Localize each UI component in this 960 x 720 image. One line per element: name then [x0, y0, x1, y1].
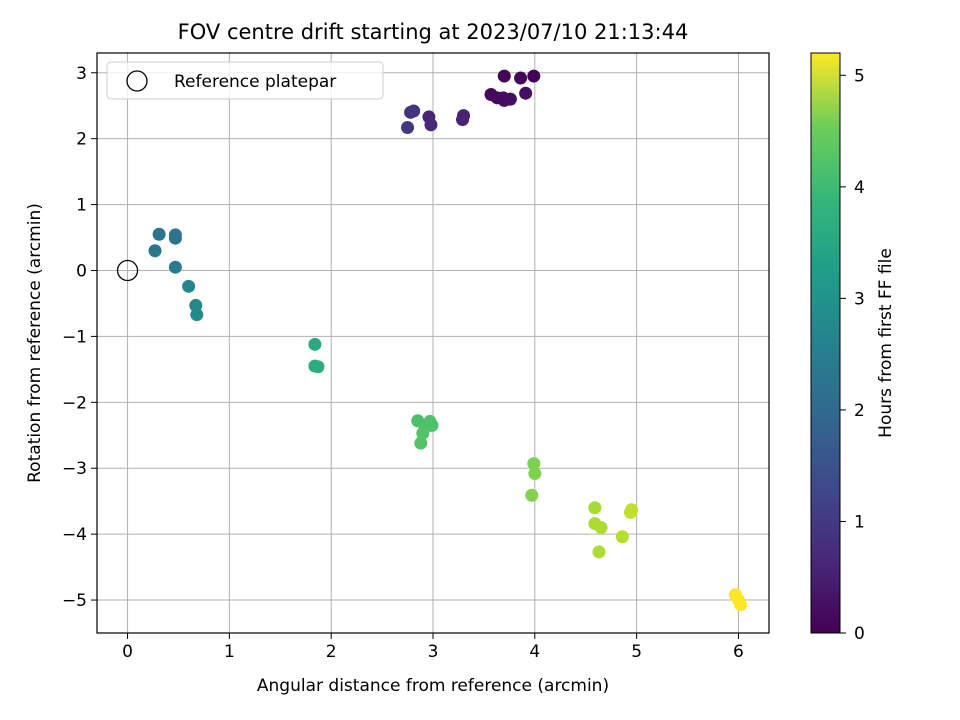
colorbar-label: Hours from first FF file — [876, 248, 896, 438]
colorbar-gradient — [810, 52, 841, 634]
colorbar-tick-label: 1 — [854, 512, 865, 532]
x-axis-label: Angular distance from reference (arcmin) — [257, 676, 609, 696]
data-point — [594, 521, 608, 535]
x-tick-label: 5 — [631, 642, 642, 662]
grid-lines — [97, 53, 769, 633]
data-point — [496, 91, 510, 105]
data-point — [497, 69, 511, 83]
data-point — [407, 104, 421, 118]
data-point — [190, 308, 204, 322]
data-point — [519, 86, 533, 100]
y-tick-label: −5 — [62, 591, 87, 611]
y-tick-label: 3 — [76, 64, 87, 84]
data-point — [592, 545, 606, 559]
data-point — [152, 227, 166, 241]
data-point — [148, 244, 162, 258]
x-axis-ticks: 0 1 2 3 4 5 6 — [122, 633, 744, 662]
legend-entry: Reference platepar — [174, 72, 336, 92]
x-tick-label: 0 — [122, 642, 133, 662]
colorbar-tick-label: 3 — [854, 289, 865, 309]
data-point — [308, 337, 322, 351]
colorbar: 0 1 2 3 4 5 Hours from first FF file — [810, 52, 896, 644]
data-point — [414, 436, 428, 450]
y-tick-label: −1 — [62, 327, 87, 347]
legend-marker-icon — [126, 70, 148, 92]
x-tick-label: 1 — [224, 642, 235, 662]
x-tick-label: 2 — [326, 642, 337, 662]
colorbar-tick-label: 4 — [854, 178, 865, 198]
data-point — [182, 279, 196, 293]
x-tick-label: 3 — [428, 642, 439, 662]
data-point — [733, 598, 747, 612]
data-point — [615, 530, 629, 544]
reference-marker — [116, 259, 139, 282]
x-tick-label: 6 — [733, 642, 744, 662]
y-tick-label: 2 — [76, 130, 87, 150]
data-point — [456, 113, 470, 127]
y-axis-ticks: 3 2 1 0 −1 −2 −3 −4 −5 — [62, 64, 97, 611]
y-tick-label: −3 — [62, 459, 87, 479]
data-point — [527, 457, 541, 471]
data-points — [148, 69, 747, 612]
data-point — [528, 467, 542, 480]
data-point — [168, 260, 182, 274]
y-tick-label: 0 — [76, 262, 87, 282]
y-tick-label: 1 — [76, 196, 87, 216]
data-point — [168, 231, 182, 245]
data-point — [514, 71, 528, 85]
colorbar-tick-label: 2 — [854, 401, 865, 421]
colorbar-ticks: 0 1 2 3 4 5 — [840, 66, 865, 644]
data-point — [625, 503, 639, 517]
data-point — [416, 426, 430, 440]
reference-point — [116, 259, 139, 282]
x-tick-label: 4 — [529, 642, 540, 662]
data-point — [401, 120, 415, 134]
data-point — [527, 69, 541, 83]
data-point — [588, 501, 602, 515]
data-point — [424, 118, 438, 132]
chart-title: FOV centre drift starting at 2023/07/10 … — [178, 20, 689, 44]
data-point — [311, 360, 325, 374]
legend-box — [106, 61, 384, 100]
colorbar-tick-label: 0 — [854, 624, 865, 644]
data-point — [525, 488, 539, 502]
colorbar-tick-label: 5 — [854, 66, 865, 86]
y-axis-label: Rotation from reference (arcmin) — [25, 203, 45, 483]
y-tick-label: −4 — [62, 525, 87, 545]
legend: Reference platepar — [106, 61, 384, 100]
y-tick-label: −2 — [62, 393, 87, 413]
